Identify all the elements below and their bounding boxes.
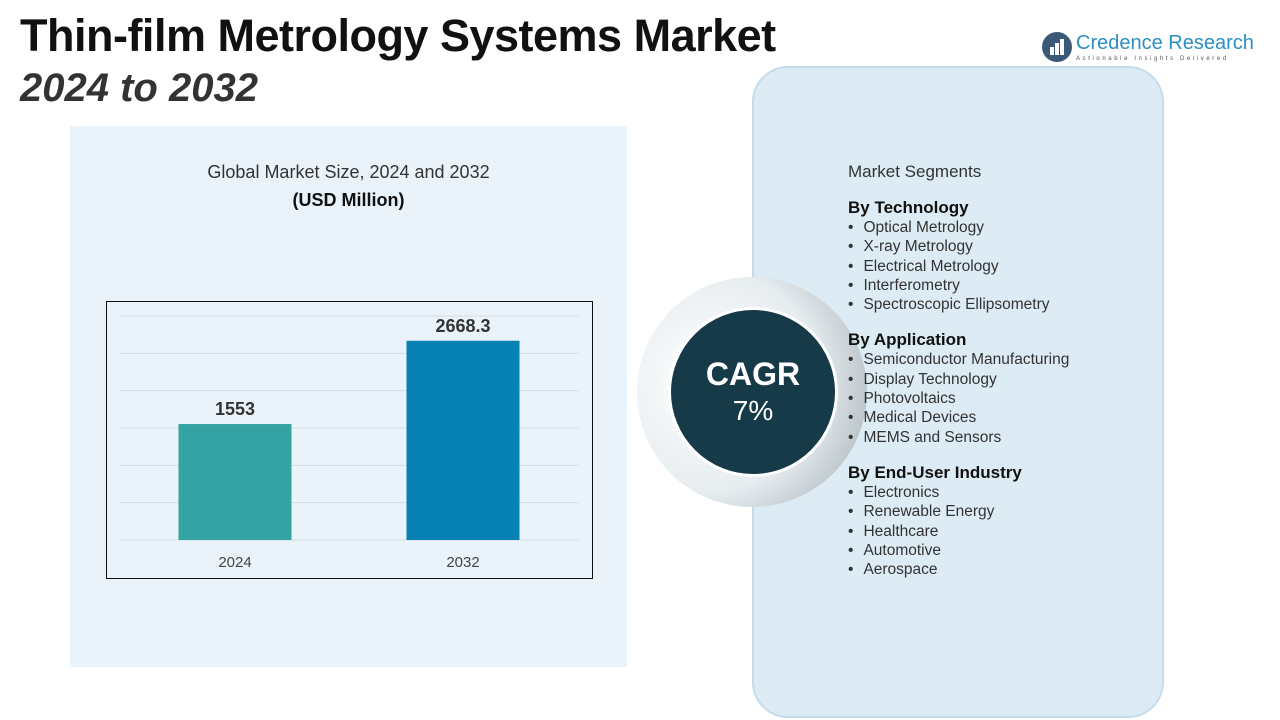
- segment-item: Healthcare: [848, 522, 1069, 541]
- segment-item: MEMS and Sensors: [848, 428, 1069, 447]
- bar-2032: [406, 340, 520, 540]
- segment-group-title: By Application: [848, 330, 967, 350]
- bar-value-label: 1553: [215, 399, 255, 419]
- chart-panel: Global Market Size, 2024 and 2032 (USD M…: [70, 126, 627, 667]
- segment-item: Spectroscopic Ellipsometry: [848, 295, 1069, 314]
- segment-item: Aerospace: [848, 560, 1069, 579]
- segment-list: Optical MetrologyX-ray MetrologyElectric…: [848, 218, 1069, 314]
- chart-svg: 1553 2024 2668.3 2032: [120, 315, 579, 571]
- logo-bars-icon: [1042, 32, 1072, 62]
- bar-value-label: 2668.3: [435, 316, 490, 336]
- segment-item: Interferometry: [848, 276, 1069, 295]
- segment-group-title: By End-User Industry: [848, 462, 1022, 482]
- page-title: Thin-film Metrology Systems Market: [20, 10, 776, 61]
- market-segments: Market Segments By TechnologyOptical Met…: [848, 162, 1069, 579]
- page-subtitle: 2024 to 2032: [20, 66, 258, 110]
- segment-item: Medical Devices: [848, 408, 1069, 427]
- segment-item: X-ray Metrology: [848, 237, 1069, 256]
- bar-chart: 1553 2024 2668.3 2032: [106, 301, 593, 579]
- x-tick-label: 2024: [218, 554, 251, 571]
- credence-logo: Credence Research Actionable Insights De…: [1042, 32, 1254, 62]
- cagr-value: 7%: [732, 395, 774, 426]
- segments-heading: Market Segments: [848, 162, 982, 181]
- chart-title: Global Market Size, 2024 and 2032: [207, 162, 490, 182]
- segment-item: Semiconductor Manufacturing: [848, 350, 1069, 369]
- segment-item: Optical Metrology: [848, 218, 1069, 237]
- segment-item: Display Technology: [848, 370, 1069, 389]
- bar-2024: [178, 424, 292, 540]
- segment-item: Electronics: [848, 483, 1069, 502]
- segment-item: Renewable Energy: [848, 502, 1069, 521]
- segment-group-title: By Technology: [848, 198, 969, 217]
- x-tick-label: 2032: [446, 554, 479, 571]
- cagr-badge: CAGR 7%: [668, 307, 838, 477]
- segment-item: Photovoltaics: [848, 389, 1069, 408]
- logo-tagline: Actionable Insights Delivered: [1076, 56, 1229, 62]
- segment-list: Semiconductor ManufacturingDisplay Techn…: [848, 350, 1069, 446]
- chart-unit: (USD Million): [292, 190, 405, 210]
- logo-name: Credence Research: [1076, 32, 1254, 54]
- segment-item: Automotive: [848, 541, 1069, 560]
- segment-item: Electrical Metrology: [848, 257, 1069, 276]
- cagr-label: CAGR: [705, 356, 801, 392]
- segment-list: ElectronicsRenewable EnergyHealthcareAut…: [848, 483, 1069, 579]
